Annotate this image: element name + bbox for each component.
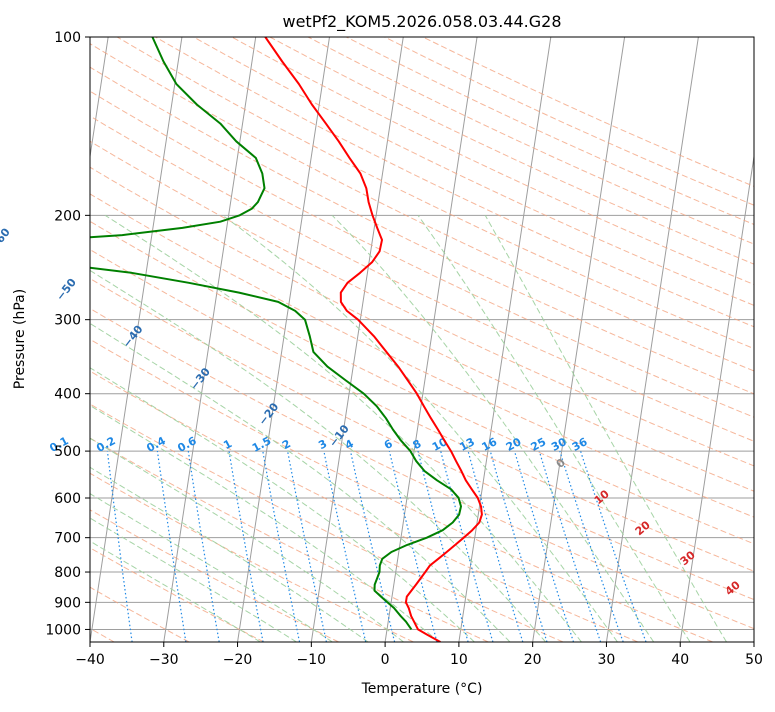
x-tick-label: 10 [450,652,468,668]
y-tick-label: 900 [54,595,81,611]
x-tick-label: −30 [149,652,179,668]
x-axis-label: Temperature (°C) [361,681,483,697]
y-tick-label: 700 [54,531,81,547]
x-tick-label: −40 [75,652,105,668]
y-tick-label: 400 [54,387,81,403]
y-tick-label: 500 [54,444,81,460]
y-tick-label: 1000 [45,622,81,638]
y-axis-label: Pressure (hPa) [12,289,28,389]
x-tick-label: 50 [745,652,763,668]
x-tick-label: 0 [381,652,390,668]
x-tick-label: −10 [297,652,327,668]
y-tick-label: 200 [54,208,81,224]
y-tick-label: 800 [54,565,81,581]
x-tick-label: 20 [524,652,542,668]
chart-title: wetPf2_KOM5.2026.058.03.44.G28 [282,12,561,32]
y-tick-label: 600 [54,491,81,507]
x-tick-label: 40 [671,652,689,668]
y-tick-label: 100 [54,30,81,46]
x-tick-label: −20 [223,652,253,668]
y-tick-label: 300 [54,313,81,329]
x-tick-label: 30 [598,652,616,668]
